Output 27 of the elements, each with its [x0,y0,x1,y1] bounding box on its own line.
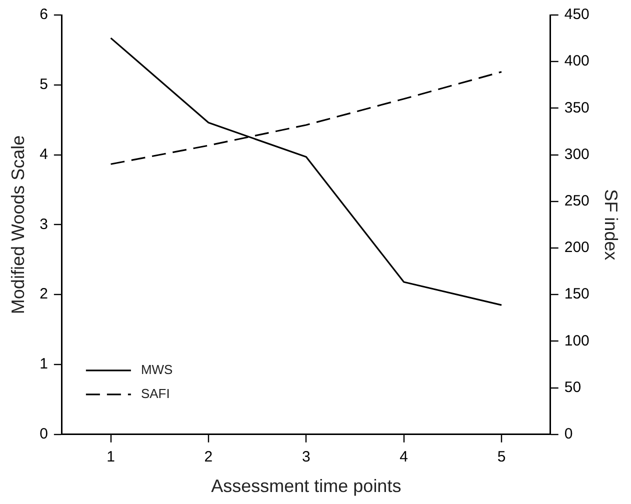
legend-label: SAFI [140,386,170,401]
y2-axis-title: SF index [601,189,622,260]
y-tick-label: 5 [40,76,48,94]
y2-tick-label: 100 [564,332,590,350]
x-axis-title: Assessment time points [211,476,402,496]
x-tick-label: 5 [497,448,506,466]
y-tick-label: 2 [40,286,48,303]
y-axis-title: Modified Woods Scale [8,135,28,314]
y2-tick-label: 250 [564,192,590,210]
x-tick-label: 4 [400,448,408,466]
legend-label: MWS [140,362,174,377]
x-tick-label: 2 [204,448,213,466]
y2-tick-label: 150 [564,286,590,303]
y2-tick-label: 200 [564,239,590,256]
y2-tick-label: 450 [564,6,590,24]
y-tick-label: 1 [40,356,48,373]
x-tick-label: 1 [106,448,115,466]
y-tick-label: 3 [40,216,48,233]
y2-tick-label: 0 [564,426,573,443]
y2-tick-label: 350 [564,99,590,116]
y-tick-label: 0 [40,426,48,443]
y2-tick-label: 400 [564,52,590,70]
y-tick-label: 4 [40,146,48,163]
y2-tick-label: 300 [564,146,590,163]
y2-tick-label: 50 [564,378,582,396]
y-tick-label: 6 [40,6,48,24]
x-tick-label: 3 [302,448,310,466]
